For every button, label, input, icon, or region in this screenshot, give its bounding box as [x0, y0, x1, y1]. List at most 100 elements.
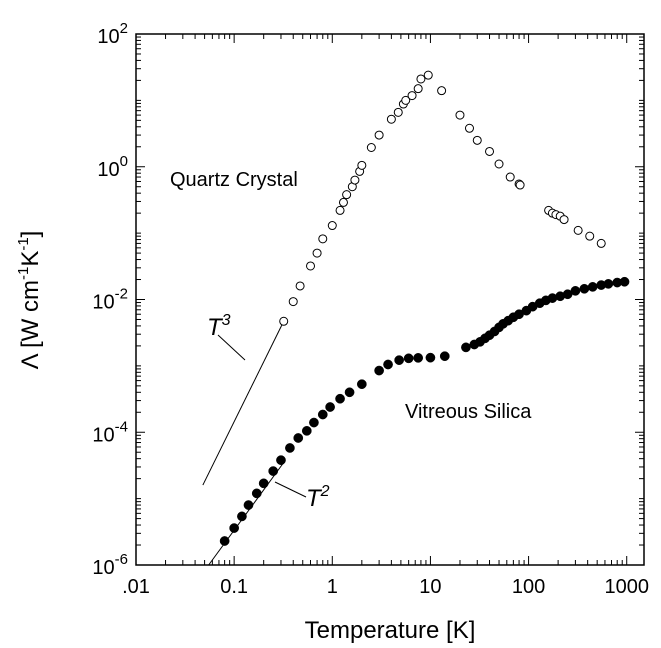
- quartz-point: [585, 231, 595, 241]
- silica-point: [243, 500, 254, 510]
- quartz-point: [279, 316, 289, 326]
- quartz-point: [485, 146, 495, 156]
- data-markers: [219, 70, 630, 546]
- silica-point: [439, 351, 450, 362]
- y-tick-label: 10-6: [92, 551, 128, 579]
- reference-line-t3: [202, 321, 285, 486]
- quartz-point: [366, 142, 376, 152]
- silica-point: [229, 523, 239, 533]
- tick-marks: [135, 33, 644, 566]
- silica-point: [619, 276, 630, 287]
- silica-point: [579, 283, 590, 294]
- x-axis-title: Temperature [K]: [305, 617, 476, 644]
- quartz-point: [559, 215, 569, 225]
- silica-point: [251, 488, 262, 499]
- quartz-point: [407, 91, 417, 101]
- t3-label: T3: [207, 312, 231, 341]
- quartz-point: [350, 175, 360, 185]
- quartz-point: [437, 86, 447, 96]
- silica-point: [344, 387, 355, 398]
- x-tick-label: 0.1: [220, 576, 248, 598]
- silica-point: [309, 417, 319, 428]
- y-axis-title: Λ [W cm-1K-1]: [15, 231, 44, 370]
- quartz-crystal-label: Quartz Crystal: [170, 169, 298, 191]
- quartz-point: [342, 190, 352, 200]
- x-tick-label: 1000: [604, 576, 649, 598]
- t3-label-group: T3: [207, 312, 246, 361]
- quartz-point: [306, 261, 316, 271]
- y-axis-title-exp1: -1: [15, 267, 32, 280]
- t3-label-base: T: [207, 314, 224, 341]
- quartz-point: [288, 297, 298, 307]
- silica-point: [374, 365, 384, 376]
- reference-lines: [202, 321, 285, 566]
- quartz-point: [357, 160, 367, 170]
- quartz-point: [386, 114, 396, 124]
- silica-point: [219, 536, 230, 546]
- y-axis-title-main: Λ [W cm: [17, 280, 44, 369]
- t2-label-group: T2: [274, 481, 330, 512]
- reference-line-t2: [208, 462, 285, 566]
- y-tick-labels: 10-6 10-4 10-2 100 102: [92, 20, 128, 579]
- quartz-point: [423, 70, 433, 80]
- silica-point: [258, 478, 269, 489]
- quartz-point: [505, 172, 515, 182]
- x-tick-label: 10: [419, 576, 441, 598]
- plot-area-frame: [135, 33, 645, 566]
- quartz-point: [413, 84, 423, 94]
- quartz-point: [401, 95, 411, 105]
- quartz-point: [312, 248, 322, 258]
- silica-point: [394, 355, 404, 365]
- series-vitreous-silica: [219, 276, 630, 546]
- quartz-point: [335, 205, 345, 215]
- series-quartz-crystal: [279, 70, 606, 326]
- t2-label: T2: [306, 483, 330, 512]
- x-tick-label: .01: [122, 576, 150, 598]
- vitreous-silica-label: Vitreous Silica: [405, 401, 532, 423]
- quartz-point: [318, 234, 328, 244]
- silica-point: [603, 279, 614, 289]
- quartz-point: [596, 238, 606, 248]
- silica-point: [301, 425, 312, 436]
- silica-point: [325, 402, 335, 412]
- quartz-point: [472, 135, 482, 145]
- quartz-point: [393, 107, 403, 117]
- silica-point: [276, 455, 286, 465]
- silica-point: [356, 379, 367, 390]
- t2-label-base: T: [306, 485, 323, 512]
- y-tick-label: 102: [97, 20, 128, 48]
- quartz-point: [515, 180, 525, 190]
- quartz-point: [295, 281, 305, 291]
- quartz-point: [416, 74, 426, 84]
- quartz-point: [374, 130, 384, 140]
- quartz-point: [338, 197, 348, 207]
- y-tick-label: 10-4: [92, 418, 128, 446]
- quartz-point: [327, 221, 337, 231]
- x-tick-label: 1: [327, 576, 338, 598]
- silica-point: [403, 353, 414, 364]
- x-tick-label: 100: [512, 576, 545, 598]
- silica-point: [293, 433, 304, 443]
- silica-point: [317, 409, 328, 420]
- y-tick-label: 10-2: [92, 286, 128, 314]
- y-axis-title-mid: K: [17, 251, 44, 267]
- silica-point: [413, 353, 424, 363]
- quartz-point: [494, 159, 504, 169]
- silica-point: [425, 352, 436, 363]
- y-axis-title-exp2: -1: [15, 237, 32, 250]
- y-axis-title-end: ]: [17, 231, 44, 238]
- silica-point: [268, 466, 279, 476]
- silica-point: [237, 511, 247, 522]
- silica-point: [383, 359, 393, 370]
- t2-leader-line: [274, 481, 307, 498]
- quartz-point: [455, 110, 465, 120]
- t2-label-exp: 2: [320, 483, 330, 500]
- silica-point: [285, 443, 295, 453]
- silica-point: [570, 285, 581, 296]
- silica-point: [335, 393, 345, 404]
- silica-point: [587, 282, 598, 292]
- silica-point: [461, 342, 471, 353]
- quartz-point: [573, 225, 583, 235]
- quartz-point: [464, 123, 474, 133]
